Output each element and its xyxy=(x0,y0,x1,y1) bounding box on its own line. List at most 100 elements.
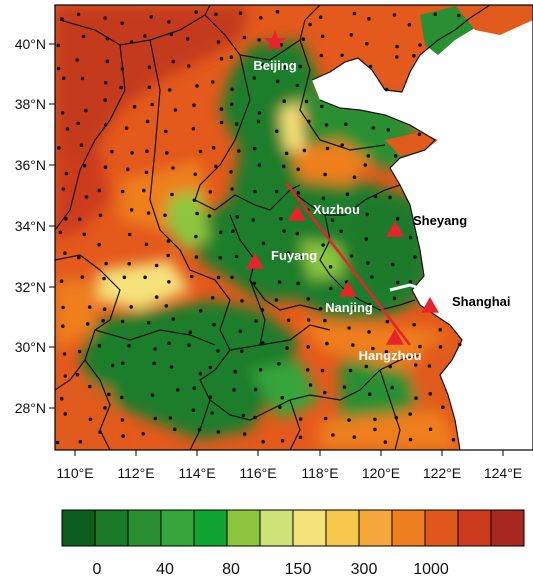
station-dot xyxy=(347,418,351,422)
station-dot xyxy=(407,23,412,27)
station-dot xyxy=(218,255,222,260)
station-dot xyxy=(190,274,194,279)
station-dot xyxy=(165,151,169,155)
station-dot xyxy=(166,239,171,243)
station-dot xyxy=(304,99,309,104)
station-dot xyxy=(413,363,418,367)
station-dot xyxy=(345,192,350,196)
station-dot xyxy=(126,167,130,172)
station-dot xyxy=(150,393,155,397)
station-dot xyxy=(323,318,327,323)
station-dot xyxy=(88,384,92,389)
station-dot xyxy=(373,194,378,199)
colorbar-swatch xyxy=(490,509,525,547)
station-dot xyxy=(164,304,169,308)
station-dot xyxy=(167,20,171,24)
station-dot xyxy=(331,433,335,437)
station-dot xyxy=(256,119,261,124)
station-dot xyxy=(234,254,239,259)
station-dot xyxy=(234,122,239,126)
station-dot xyxy=(214,164,218,169)
lon-tick-label: 110°E xyxy=(56,465,93,481)
station-dot xyxy=(253,189,257,194)
station-dot xyxy=(320,368,325,373)
city-triangle-marker xyxy=(386,329,404,345)
station-dot xyxy=(296,281,300,286)
station-dot xyxy=(321,196,326,201)
station-dot xyxy=(63,251,67,255)
colorbar-swatch xyxy=(292,509,327,547)
station-dot xyxy=(152,361,156,366)
station-dot xyxy=(371,126,376,130)
station-dot xyxy=(418,344,422,349)
city-triangle-marker xyxy=(421,297,439,313)
station-dot xyxy=(428,392,433,396)
colorbar-label: 150 xyxy=(285,561,312,578)
station-dot xyxy=(384,87,389,92)
colorbar-label: 40 xyxy=(156,561,174,578)
lat-tick-label: 36°N xyxy=(15,157,46,173)
station-dot xyxy=(59,279,64,284)
station-dot xyxy=(191,408,196,413)
station-dot xyxy=(63,412,68,416)
station-dot xyxy=(408,412,413,416)
station-dot xyxy=(367,392,372,397)
station-dot xyxy=(364,237,369,241)
station-dot xyxy=(210,296,215,300)
station-dot xyxy=(61,305,65,310)
station-dot xyxy=(351,343,355,347)
sea-bohai xyxy=(312,5,533,450)
station-dot xyxy=(275,9,280,14)
station-dot xyxy=(348,368,353,373)
lon-tick-label: 122°E xyxy=(423,465,461,481)
station-dot xyxy=(242,432,247,436)
station-dot xyxy=(259,15,263,20)
station-dot xyxy=(185,37,190,41)
station-dot xyxy=(211,145,216,150)
station-dot xyxy=(261,439,265,444)
station-dot xyxy=(339,229,344,234)
station-dot xyxy=(373,417,377,422)
station-dot xyxy=(257,111,262,115)
station-dot xyxy=(237,149,241,153)
station-dot xyxy=(390,385,395,390)
station-dot xyxy=(198,309,203,313)
station-dot xyxy=(451,438,456,442)
colorbar-swatch xyxy=(424,509,459,547)
province-boundaries xyxy=(55,5,421,450)
yangtze-estuary xyxy=(389,283,441,302)
station-dot xyxy=(65,127,70,131)
station-dot xyxy=(129,40,134,44)
station-dot xyxy=(191,126,196,131)
station-dot xyxy=(75,58,79,62)
station-dot xyxy=(168,416,173,420)
station-dot xyxy=(282,229,287,233)
colorbar-swatch xyxy=(226,509,261,547)
station-dot xyxy=(62,352,67,356)
colorbar-label: 300 xyxy=(351,561,378,578)
station-dot xyxy=(298,435,303,440)
colorbar-swatch xyxy=(259,509,294,547)
station-dot xyxy=(101,318,105,323)
station-dot xyxy=(242,35,247,40)
station-dot xyxy=(104,261,108,266)
station-dot xyxy=(55,440,60,445)
city-markers: Beijing Xuzhou Sheyang Fuyang Nanjing Shangha… xyxy=(246,30,511,363)
lon-tick-label: 116°E xyxy=(239,465,276,481)
station-dot xyxy=(167,280,171,284)
station-dot xyxy=(163,213,167,218)
lon-tick-label: 114°E xyxy=(178,465,215,481)
station-dot xyxy=(193,172,197,177)
station-dot xyxy=(58,230,63,235)
station-dot xyxy=(56,66,61,71)
station-dot xyxy=(257,38,261,42)
station-dot xyxy=(192,198,197,202)
station-dot xyxy=(195,211,199,216)
station-dot xyxy=(433,12,438,17)
station-dot xyxy=(122,275,127,280)
station-dot xyxy=(60,111,65,115)
station-dot xyxy=(302,148,307,153)
station-dot xyxy=(219,120,224,125)
station-dot xyxy=(413,255,417,259)
station-dot xyxy=(427,364,432,368)
